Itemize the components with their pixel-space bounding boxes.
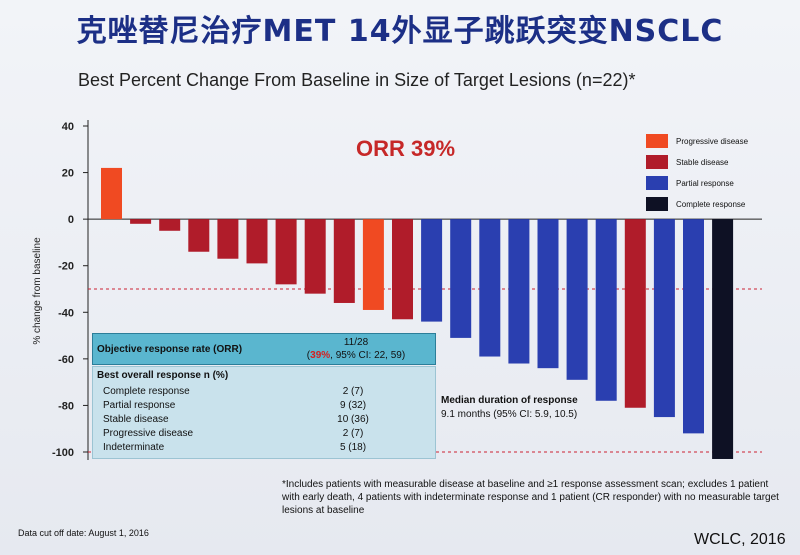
row-name: Stable disease — [103, 414, 169, 425]
row-value: 2 (7) — [342, 428, 364, 439]
bar — [101, 167, 122, 220]
legend-label: Complete response — [676, 200, 746, 209]
bar — [624, 219, 646, 408]
row-name: Progressive disease — [103, 428, 194, 439]
legend-item-stable: Stable disease — [646, 155, 786, 169]
table-row: Complete response 2 (7) — [93, 386, 437, 400]
median-duration-heading: Median duration of response — [441, 395, 578, 406]
y-tick-label: 0 — [68, 214, 74, 226]
row-name: Partial response — [103, 400, 176, 411]
bar — [275, 219, 297, 285]
row-value: 2 (7) — [342, 386, 364, 397]
y-tick-label: -20 — [58, 261, 74, 273]
bar — [159, 219, 181, 231]
bar — [130, 219, 152, 224]
legend-item-progressive: Progressive disease — [646, 134, 786, 148]
bar — [537, 219, 559, 369]
table-row: Stable disease 10 (36) — [93, 414, 437, 428]
bar — [421, 219, 443, 322]
source-citation: WCLC, 2016 — [694, 531, 786, 548]
orr-ci: (39%, 95% CI: 22, 59) — [279, 349, 433, 362]
bar — [188, 219, 210, 252]
legend-swatch — [646, 134, 668, 148]
legend-item-partial: Partial response — [646, 176, 786, 190]
row-name: Indeterminate — [103, 442, 165, 453]
legend-label: Stable disease — [676, 158, 729, 167]
y-tick-label: -80 — [58, 400, 74, 412]
y-tick-label: -100 — [52, 447, 74, 459]
bar — [595, 219, 617, 401]
row-name: Complete response — [103, 386, 190, 397]
orr-label: ORR 39% — [356, 136, 456, 161]
bar — [392, 219, 413, 320]
row-value: 10 (36) — [337, 414, 369, 425]
orr-ci-open: ( — [306, 350, 311, 361]
bar — [712, 219, 734, 459]
y-tick-label: -40 — [58, 307, 74, 319]
row-value: 5 (18) — [339, 442, 367, 453]
legend-swatch — [646, 155, 668, 169]
legend-label: Progressive disease — [676, 137, 749, 146]
legend-swatch — [646, 176, 668, 190]
table-row: Progressive disease 2 (7) — [93, 428, 437, 442]
bar — [304, 219, 326, 294]
legend-item-complete: Complete response — [646, 197, 786, 211]
row-value: 9 (32) — [339, 400, 367, 411]
median-duration-value: 9.1 months (95% CI: 5.9, 10.5) — [441, 409, 578, 420]
orr-row: Objective response rate (ORR) 11/28 (39%… — [92, 333, 436, 365]
orr-ci-rest: , 95% CI: 22, 59) — [330, 350, 406, 361]
legend-label: Partial response — [676, 179, 734, 188]
bar — [508, 219, 530, 364]
legend-swatch — [646, 197, 668, 211]
median-duration: Median duration of response 9.1 months (… — [441, 394, 578, 422]
y-tick-label: -60 — [58, 354, 74, 366]
table-row: Partial response 9 (32) — [93, 400, 437, 414]
chart-title: Best Percent Change From Baseline in Siz… — [78, 70, 636, 90]
bar — [566, 219, 588, 380]
slide-title: 克唑替尼治疗MET 14外显子跳跃突变NSCLC — [76, 14, 724, 49]
orr-row-value: 11/28 (39%, 95% CI: 22, 59) — [279, 336, 433, 362]
response-table: Objective response rate (ORR) 11/28 (39%… — [92, 333, 436, 459]
bar — [479, 219, 501, 357]
y-tick-label: 20 — [62, 168, 74, 180]
bar — [450, 219, 472, 338]
orr-row-label: Objective response rate (ORR) — [97, 344, 243, 355]
bar — [683, 219, 704, 434]
y-tick-label: 40 — [62, 121, 74, 133]
bar — [333, 219, 355, 303]
bar — [246, 219, 268, 264]
table-row: Indeterminate 5 (18) — [93, 442, 437, 456]
orr-percent: 39% — [310, 350, 331, 361]
best-response-section: Best overall response n (%) Complete res… — [92, 366, 436, 459]
footnote: *Includes patients with measurable disea… — [282, 479, 779, 516]
bar — [362, 219, 384, 310]
best-response-header: Best overall response n (%) — [97, 370, 229, 381]
orr-fraction: 11/28 — [343, 337, 369, 348]
y-axis-label: % change from baseline — [32, 237, 43, 345]
bar — [653, 219, 675, 418]
bar — [217, 219, 239, 259]
data-cutoff-note: Data cut off date: August 1, 2016 — [18, 528, 149, 538]
